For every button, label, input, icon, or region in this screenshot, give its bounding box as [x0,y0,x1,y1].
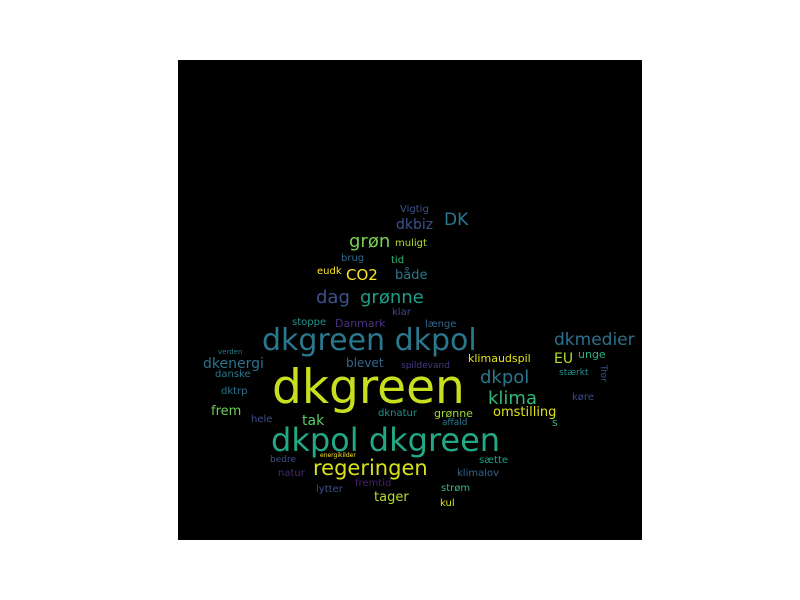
word: grønne [434,407,473,420]
word: brug [341,253,365,264]
word: dkenergi [203,356,264,372]
word: dktrp [221,386,248,397]
word: dknatur [378,408,417,419]
word: Danmark [335,317,386,330]
word: klima [488,388,537,409]
word: køre [572,392,594,403]
word: DK [444,210,469,230]
word: sætte [479,455,509,466]
word-cloud: dkgreen dkgreen dkpol dkpol dkgreen rege… [178,60,642,540]
word: s [552,416,558,429]
word: CO2 [346,266,378,284]
word: klimaudspil [468,352,531,365]
word: kul [440,498,455,509]
word: dkgreen [272,360,465,415]
word: klar [392,307,411,318]
word: EU [554,351,574,367]
word: energikilder [320,452,356,459]
word: affald [442,418,468,428]
word: regeringen [313,456,428,480]
word: blevet [346,356,384,370]
word: tager [374,490,409,505]
word: dkbiz [396,217,434,233]
word: omstilling [493,405,557,420]
word: længe [425,319,457,330]
word: strøm [441,483,471,494]
word: klimalov [457,468,500,479]
word: muligt [395,238,427,249]
word: tid [391,255,405,266]
word: verden [218,348,243,356]
word: stoppe [292,317,327,328]
word: natur [278,468,305,479]
word: både [395,268,428,283]
word: spildevand [401,361,450,371]
word: tak [302,413,325,429]
word: eudk [317,266,342,277]
word: stærkt [559,368,589,378]
word: dkmedier [554,330,635,350]
word: dkgreen dkpol [262,323,477,358]
word: dag [316,287,350,308]
word: frem [211,404,242,419]
word: dkpol [480,367,530,388]
word: dkpol dkgreen [271,421,501,459]
word: hele [251,414,273,425]
word: danske [215,369,251,380]
word: grøn [349,231,391,252]
word: Vigtig [400,204,429,215]
word: lytter [316,484,343,495]
word: bedre [270,455,297,465]
word: fremtid [355,478,392,489]
word: unge [578,348,606,361]
word: Tror [598,365,608,382]
word: grønne [360,287,424,308]
